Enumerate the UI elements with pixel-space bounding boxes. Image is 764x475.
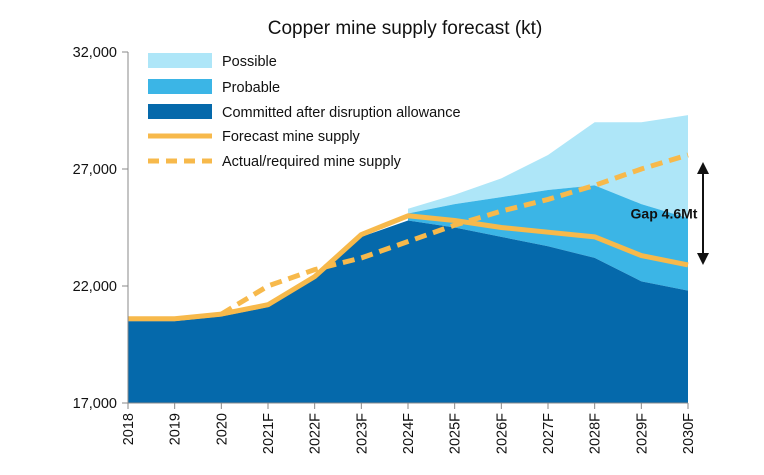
- plot-lines: [128, 152, 689, 322]
- legend-label-committed: Committed after disruption allowance: [222, 105, 461, 121]
- legend: Possible Probable Committed after disrup…: [148, 53, 461, 170]
- x-tick-label: 2018: [121, 413, 137, 445]
- y-tick-label: 17,000: [73, 396, 117, 412]
- area-possible: [408, 115, 688, 219]
- gap-label: Gap 4.6Mt: [631, 205, 698, 221]
- x-tick-label: 2021F: [261, 413, 277, 454]
- area-committed: [128, 220, 688, 403]
- x-tick-label: 2025F: [448, 413, 464, 454]
- legend-label-possible: Possible: [222, 54, 277, 70]
- area-probable: [408, 185, 688, 291]
- axes: 17,000 22,000 27,000 32,000 2018 2019 2020 2021…: [73, 45, 697, 454]
- y-tick-label: 27,000: [73, 162, 117, 178]
- x-tick-label: 2019: [168, 413, 184, 445]
- gap-arrow-up-icon: [697, 161, 709, 174]
- x-tick-label: 2026F: [494, 413, 510, 454]
- x-tick-label: 2020: [214, 413, 230, 445]
- legend-label-probable: Probable: [222, 80, 280, 96]
- x-tick-label: 2027F: [541, 413, 557, 454]
- x-tick-label: 2029F: [634, 413, 650, 454]
- gap-arrow-down-icon: [697, 252, 709, 265]
- legend-swatch-committed: [148, 104, 212, 119]
- line-forecast-mine-supply: [128, 213, 689, 322]
- x-tick-label: 2030F: [681, 413, 697, 454]
- plot-areas: [128, 115, 688, 403]
- legend-swatch-possible: [148, 53, 212, 68]
- x-tick-label: 2028F: [588, 413, 604, 454]
- x-tick-label: 2023F: [354, 413, 370, 454]
- y-tick-label: 22,000: [73, 279, 117, 295]
- chart-title: Copper mine supply forecast (kt): [268, 18, 543, 39]
- legend-swatch-probable: [148, 79, 212, 94]
- y-tick-label: 32,000: [73, 45, 117, 61]
- line-actual-required-mine-supply: [220, 152, 689, 317]
- legend-label-forecast: Forecast mine supply: [222, 129, 361, 145]
- x-tick-label: 2024F: [401, 413, 417, 454]
- legend-label-required: Actual/required mine supply: [222, 154, 402, 170]
- gap-annotation: Gap 4.6Mt: [631, 161, 709, 265]
- x-tick-label: 2022F: [308, 413, 324, 454]
